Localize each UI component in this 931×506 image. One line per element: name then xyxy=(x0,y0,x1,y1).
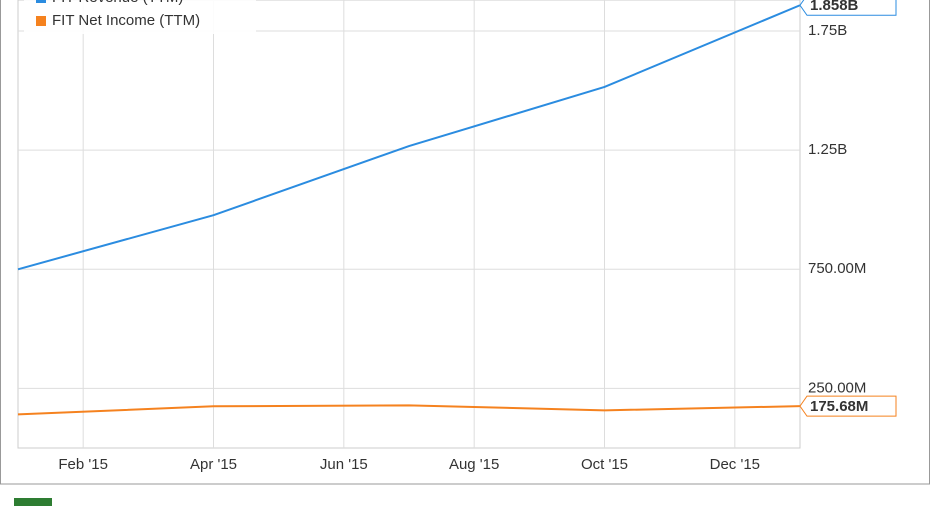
legend-label: FIT Revenue (TTM) xyxy=(52,0,183,6)
line-series xyxy=(17,404,801,416)
plot-area xyxy=(17,0,801,449)
value-label: 1.858B xyxy=(799,0,897,16)
value-label-text: 175.68M xyxy=(810,398,868,415)
label-box xyxy=(799,395,897,417)
line-series xyxy=(17,4,801,271)
legend: FIT Revenue (TTM) FIT Net Income (TTM) xyxy=(24,0,256,34)
y-tick-label: 250.00M xyxy=(808,379,866,396)
x-tick-label: Aug '15 xyxy=(449,456,499,473)
frame xyxy=(0,0,930,485)
y-tick-label: 750.00M xyxy=(808,260,866,277)
x-tick-label: Dec '15 xyxy=(710,456,760,473)
legend-swatch xyxy=(36,16,46,26)
legend-box xyxy=(24,0,256,34)
x-tick-label: Jun '15 xyxy=(320,456,368,473)
label-box xyxy=(799,0,897,16)
y-tick-label: 1.75B xyxy=(808,22,847,39)
value-label: 175.68M xyxy=(799,395,897,417)
x-tick-label: Feb '15 xyxy=(58,456,108,473)
legend-label: FIT Net Income (TTM) xyxy=(52,12,200,29)
y-tick-label: 1.25B xyxy=(808,141,847,158)
x-tick-label: Oct '15 xyxy=(581,456,628,473)
logo xyxy=(14,498,52,506)
legend-swatch xyxy=(36,0,46,3)
value-label-text: 1.858B xyxy=(810,0,859,14)
x-tick-label: Apr '15 xyxy=(190,456,237,473)
